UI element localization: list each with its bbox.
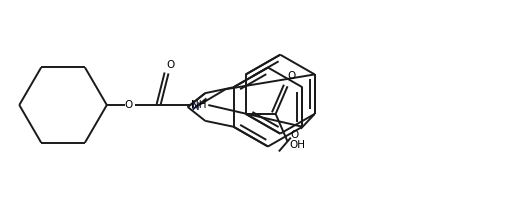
Text: O: O — [166, 59, 175, 70]
Text: OH: OH — [290, 141, 306, 150]
Text: N: N — [192, 102, 200, 112]
Text: O: O — [125, 100, 133, 110]
Text: O: O — [288, 71, 296, 81]
Text: NH: NH — [191, 100, 206, 110]
Text: O: O — [291, 130, 299, 140]
